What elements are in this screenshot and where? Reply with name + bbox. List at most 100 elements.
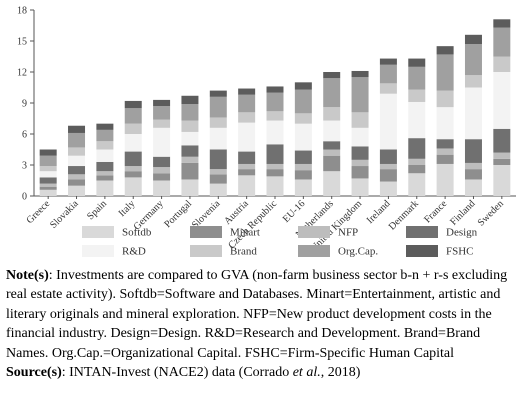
bar-segment — [464, 75, 482, 88]
bar-segment — [294, 82, 312, 90]
bar-segment — [323, 107, 341, 121]
bar-segment — [323, 155, 341, 172]
bar-segment — [408, 58, 426, 67]
bar-segment — [266, 111, 284, 121]
bar-segment — [209, 96, 227, 118]
bar-segment — [209, 183, 227, 196]
bar-segment — [124, 151, 142, 167]
bar-segment — [379, 83, 397, 94]
bar-segment — [436, 54, 454, 91]
bar-segment — [124, 123, 142, 134]
bar-segment — [493, 56, 511, 72]
bar-segment — [294, 123, 312, 151]
note-text: : Investments are compared to GVA (non-f… — [6, 268, 508, 361]
bar-segment — [96, 171, 114, 176]
x-tick-label: France — [422, 198, 449, 225]
bar-segment — [323, 141, 341, 150]
bar-segment — [464, 169, 482, 180]
bar-segment — [464, 34, 482, 45]
legend-label: Design — [446, 227, 478, 239]
bar-segment — [266, 144, 284, 164]
x-tick-label: Slovakia — [48, 198, 81, 231]
bar-segment — [351, 146, 369, 160]
bar-segment — [493, 158, 511, 165]
legend-swatch — [190, 245, 222, 257]
bar-segment — [323, 120, 341, 142]
bar-segment — [294, 163, 312, 171]
bar-segment — [124, 100, 142, 109]
bar-segment — [124, 108, 142, 124]
bar-segment — [181, 179, 199, 196]
bar-segment — [351, 159, 369, 167]
x-tick-label: EU-16 — [281, 198, 308, 225]
bar-segment — [68, 147, 86, 156]
y-tick-label: 9 — [22, 99, 27, 110]
legend-swatch — [298, 245, 330, 257]
source: Source(s): INTAN-Invest (NACE2) data (Co… — [6, 363, 514, 382]
bar-segment — [153, 156, 171, 168]
bar-segment — [464, 44, 482, 76]
legend-label: FSHC — [446, 246, 474, 258]
bar-segment — [351, 112, 369, 128]
bar-segment — [153, 99, 171, 107]
bar-segment — [351, 127, 369, 147]
bar-segment — [153, 106, 171, 120]
bar-segment — [68, 155, 86, 167]
bar-segment — [39, 177, 57, 184]
legend-swatch — [406, 226, 438, 238]
bar-segment — [464, 87, 482, 140]
bar-segment — [464, 139, 482, 163]
bar-segment — [181, 162, 199, 180]
bar-segment — [379, 58, 397, 65]
bar-segment — [351, 178, 369, 196]
bar-segment — [408, 66, 426, 90]
x-tick-label: Portugal — [162, 198, 194, 230]
x-tick-label: Slovenia — [190, 198, 223, 231]
legend-swatch — [82, 226, 114, 238]
bar-segment — [153, 173, 171, 181]
bar-segment — [181, 120, 199, 132]
bar-segment — [209, 117, 227, 128]
bar-segment — [493, 165, 511, 196]
bar-segment — [323, 78, 341, 108]
bar-segment — [39, 186, 57, 190]
bar-segment — [436, 154, 454, 164]
bar-segment — [351, 166, 369, 179]
bar-segment — [266, 163, 284, 170]
bar-segment — [68, 132, 86, 148]
bar-segment — [238, 94, 256, 113]
y-tick-label: 6 — [22, 130, 27, 141]
bar-segment — [124, 166, 142, 172]
bar-segment — [209, 90, 227, 97]
source-text: : INTAN-Invest (NACE2) data (Corrado — [61, 365, 293, 381]
legend-label: Minart — [230, 227, 260, 239]
bar-segment — [436, 139, 454, 149]
bar-segment — [96, 141, 114, 150]
bar-segment — [96, 149, 114, 162]
bar-segment — [408, 173, 426, 196]
bar-segment — [323, 72, 341, 79]
bar-segment — [153, 167, 171, 174]
bar-segment — [181, 95, 199, 105]
y-tick-label: 3 — [22, 161, 27, 172]
x-tick-label: Finland — [448, 198, 477, 227]
bar-segment — [408, 101, 426, 139]
bar-segment — [68, 174, 86, 180]
bar-segment — [379, 93, 397, 150]
bar-segment — [464, 162, 482, 170]
bar-segment — [436, 46, 454, 55]
note: Note(s): Investments are compared to GVA… — [6, 266, 514, 363]
legend-swatch — [406, 245, 438, 257]
bar-segment — [493, 152, 511, 159]
bar-segment — [209, 149, 227, 170]
bar-segment — [39, 149, 57, 156]
bar-segment — [96, 180, 114, 196]
bar-segment — [124, 171, 142, 178]
bar-segment — [408, 165, 426, 174]
x-tick-label: Sweden — [476, 198, 506, 228]
y-tick-label: 12 — [17, 68, 27, 79]
bar-segment — [294, 170, 312, 180]
bar-segment — [323, 171, 341, 196]
bar-segment — [68, 185, 86, 196]
bar-segment — [209, 169, 227, 175]
